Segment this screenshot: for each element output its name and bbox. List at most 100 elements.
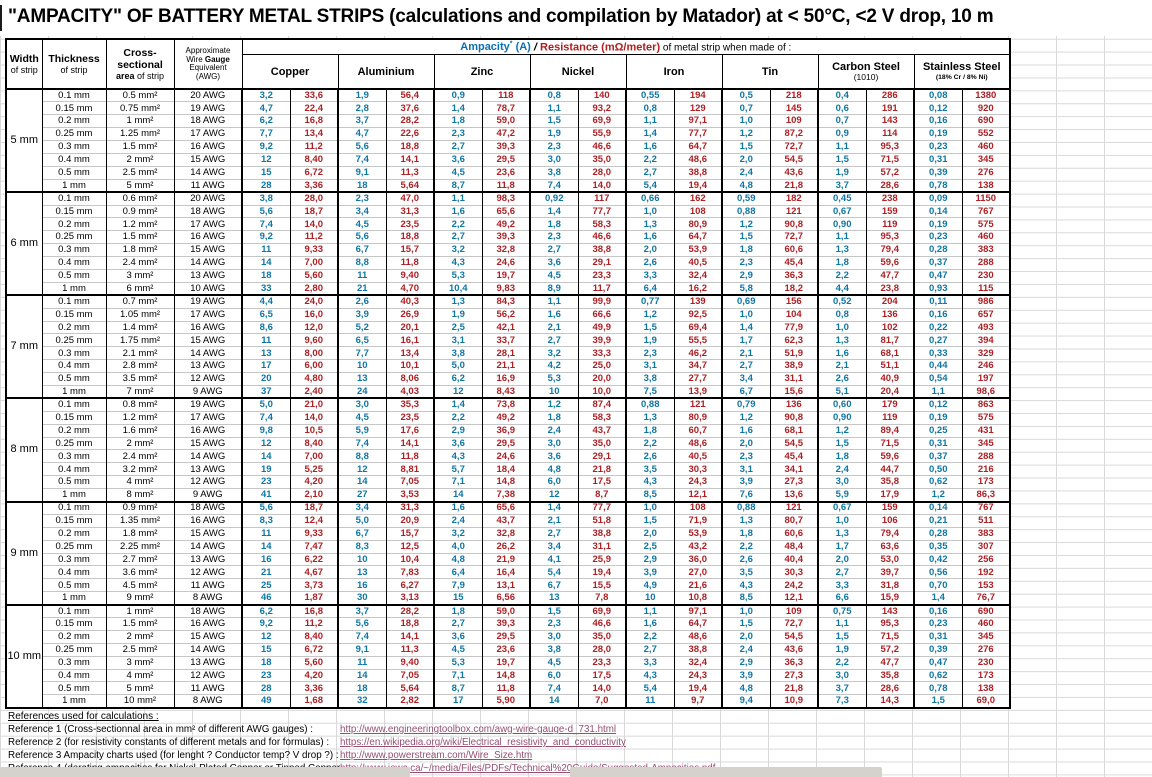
ampacity-cell[interactable]: 16 (241, 552, 290, 566)
resistance-cell[interactable]: 12,5 (385, 539, 434, 554)
ampacity-cell[interactable]: 2,4 (433, 513, 482, 528)
resistance-cell[interactable]: 44,7 (865, 462, 914, 476)
area-cell[interactable]: 1.6 mm² (105, 423, 174, 438)
ampacity-cell[interactable]: 1,5 (817, 436, 866, 450)
resistance-cell[interactable]: 3,13 (385, 591, 434, 605)
awg-cell[interactable]: 11 AWG (173, 578, 242, 592)
reference-label[interactable]: Reference 1 (Cross-sectionnal area in mm… (8, 724, 313, 735)
area-cell[interactable]: 0.9 mm² (105, 204, 174, 218)
ampacity-cell[interactable]: 0,93 (913, 281, 962, 296)
ampacity-cell[interactable]: 10 (337, 552, 386, 566)
ampacity-cell[interactable]: 1,1 (817, 230, 866, 244)
ampacity-cell[interactable]: 1,5 (529, 114, 578, 128)
resistance-cell[interactable]: 28,6 (865, 178, 914, 193)
ampacity-cell[interactable]: 8,5 (721, 591, 770, 605)
thickness-cell[interactable]: 1 mm (41, 281, 106, 296)
ampacity-cell[interactable]: 0,31 (913, 629, 962, 644)
ampacity-cell[interactable]: 3,4 (337, 204, 386, 218)
ampacity-cell[interactable]: 0,50 (913, 462, 962, 476)
resistance-cell[interactable]: 14,3 (865, 694, 914, 708)
ampacity-cell[interactable]: 1,8 (529, 217, 578, 231)
resistance-cell[interactable]: 32,4 (673, 655, 722, 670)
ampacity-cell[interactable]: 1,8 (433, 603, 482, 618)
ampacity-cell[interactable]: 1,0 (817, 320, 866, 334)
ampacity-cell[interactable]: 2,2 (817, 268, 866, 283)
ampacity-cell[interactable]: 10,4 (433, 281, 482, 296)
ampacity-cell[interactable]: 0,56 (913, 565, 962, 579)
ampacity-cell[interactable]: 6,0 (529, 475, 578, 489)
resistance-cell[interactable]: 16,1 (385, 333, 434, 347)
resistance-cell[interactable]: 46,6 (577, 230, 626, 244)
ampacity-cell[interactable]: 2,2 (625, 152, 674, 167)
ampacity-cell[interactable]: 4,5 (433, 642, 482, 657)
ampacity-cell[interactable]: 0,62 (913, 668, 962, 682)
resistance-cell[interactable]: 104 (769, 307, 818, 322)
resistance-cell[interactable]: 72,7 (769, 617, 818, 631)
awg-cell[interactable]: 16 AWG (173, 230, 242, 244)
ampacity-cell[interactable]: 3,1 (721, 462, 770, 476)
resistance-cell[interactable]: 986 (961, 294, 1011, 309)
resistance-cell[interactable]: 28,2 (385, 114, 434, 128)
resistance-cell[interactable]: 90,8 (769, 410, 818, 425)
ampacity-cell[interactable]: 0,23 (913, 230, 962, 244)
resistance-cell[interactable]: 8,40 (289, 436, 338, 450)
ampacity-cell[interactable]: 5,6 (241, 204, 290, 218)
ampacity-cell[interactable]: 4,3 (625, 668, 674, 682)
ampacity-cell[interactable]: 12 (241, 629, 290, 644)
resistance-cell[interactable]: 48,6 (673, 629, 722, 644)
ampacity-cell[interactable]: 1,0 (721, 307, 770, 322)
ampacity-cell[interactable]: 8,3 (337, 539, 386, 554)
ampacity-cell[interactable]: 7,7 (241, 127, 290, 141)
area-cell[interactable]: 2 mm² (105, 436, 174, 450)
resistance-cell[interactable]: 17,9 (865, 488, 914, 502)
resistance-cell[interactable]: 99,9 (577, 294, 626, 309)
ampacity-cell[interactable]: 3,8 (529, 642, 578, 657)
ampacity-cell[interactable]: 0,92 (529, 191, 578, 206)
area-cell[interactable]: 4 mm² (105, 475, 174, 489)
resistance-cell[interactable]: 4,20 (289, 668, 338, 682)
ampacity-cell[interactable]: 2,0 (721, 436, 770, 450)
resistance-cell[interactable]: 14,0 (577, 681, 626, 695)
resistance-cell[interactable]: 47,7 (865, 655, 914, 670)
thickness-cell[interactable]: 0.3 mm (41, 243, 106, 257)
ampacity-cell[interactable]: 7,5 (625, 384, 674, 399)
ampacity-cell[interactable]: 0,6 (817, 101, 866, 115)
resistance-cell[interactable]: 18,7 (289, 204, 338, 218)
resistance-cell[interactable]: 26,2 (481, 539, 530, 554)
ampacity-cell[interactable]: 4,5 (529, 268, 578, 283)
resistance-cell[interactable]: 117 (577, 191, 626, 206)
resistance-cell[interactable]: 33,7 (481, 333, 530, 347)
ampacity-cell[interactable]: 1,0 (721, 114, 770, 128)
resistance-cell[interactable]: 95,3 (865, 140, 914, 154)
col-header-width[interactable]: Width of strip (5, 38, 43, 90)
area-cell[interactable]: 1.2 mm² (105, 410, 174, 425)
area-cell[interactable]: 1.5 mm² (105, 230, 174, 244)
ampacity-cell[interactable]: 7,4 (337, 629, 386, 644)
resistance-cell[interactable]: 47,2 (481, 127, 530, 141)
ampacity-cell[interactable]: 2,5 (625, 539, 674, 554)
resistance-cell[interactable]: 80,9 (673, 410, 722, 425)
area-cell[interactable]: 1.8 mm² (105, 526, 174, 541)
page-title[interactable]: "AMPACITY" OF BATTERY METAL STRIPS (calc… (8, 6, 994, 27)
resistance-cell[interactable]: 28,2 (385, 603, 434, 618)
resistance-cell[interactable]: 3,36 (289, 178, 338, 193)
resistance-cell[interactable]: 27,0 (673, 565, 722, 579)
ampacity-cell[interactable]: 2,2 (817, 655, 866, 670)
ampacity-cell[interactable]: 2,7 (625, 642, 674, 657)
ampacity-cell[interactable]: 4,3 (625, 475, 674, 489)
resistance-cell[interactable]: 23,6 (481, 165, 530, 180)
resistance-cell[interactable]: 13,1 (481, 578, 530, 592)
ampacity-cell[interactable]: 0,90 (817, 410, 866, 425)
thickness-cell[interactable]: 0.1 mm (41, 500, 106, 515)
resistance-cell[interactable]: 57,2 (865, 165, 914, 180)
awg-cell[interactable]: 20 AWG (173, 88, 242, 102)
resistance-cell[interactable]: 31,1 (769, 372, 818, 386)
thickness-cell[interactable]: 0.1 mm (41, 397, 106, 412)
awg-cell[interactable]: 13 AWG (173, 462, 242, 476)
ampacity-cell[interactable]: 12 (241, 152, 290, 167)
area-cell[interactable]: 3 mm² (105, 268, 174, 283)
resistance-cell[interactable]: 194 (673, 88, 722, 102)
ampacity-cell[interactable]: 2,2 (721, 539, 770, 554)
ampacity-cell[interactable]: 1,3 (433, 294, 482, 309)
area-cell[interactable]: 2 mm² (105, 629, 174, 644)
